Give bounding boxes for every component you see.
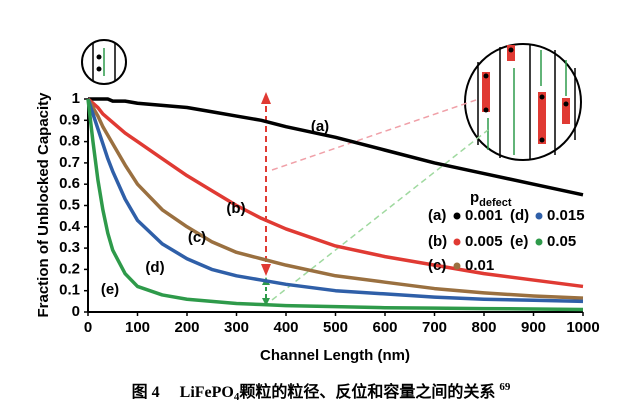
curve-label: (c) — [188, 229, 206, 246]
line-series — [86, 98, 584, 300]
y-tick-label: 0.2 — [59, 260, 80, 277]
y-tick-label: 0.8 — [59, 133, 80, 150]
legend-label: 0.001 — [465, 207, 503, 224]
y-tick-label: 0.1 — [59, 282, 80, 299]
legend-label: 0.015 — [547, 207, 585, 224]
curve-label: (e) — [101, 281, 119, 298]
legend-label: 0.01 — [465, 257, 494, 274]
x-tick-label: 200 — [174, 319, 199, 336]
legend-title: pdefect — [470, 189, 512, 209]
caption-text: LiFePO — [180, 384, 234, 401]
curve-label: (a) — [311, 118, 329, 135]
legend-marker — [453, 212, 461, 220]
y-tick-label: 0.7 — [59, 154, 80, 171]
legend-marker — [535, 238, 543, 246]
y-tick-label: 0.3 — [59, 239, 80, 256]
pointer-line — [271, 99, 477, 171]
x-tick-label: 900 — [521, 319, 546, 336]
caption-sub: 4 — [234, 391, 240, 403]
inset-right — [464, 43, 582, 161]
y-axis-title: Fraction of Unblocked Capacity — [35, 92, 52, 318]
y-tick-label: 0.6 — [59, 175, 80, 192]
arrow-head — [261, 92, 271, 104]
legend-title-sub: defect — [479, 197, 512, 209]
caption: 图 4 LiFePO4颗粒的粒径、反位和容量之间的关系 69 — [132, 381, 511, 403]
x-tick-label: 0 — [84, 319, 92, 336]
legend-marker — [453, 262, 461, 270]
legend-label: 0.005 — [465, 233, 503, 250]
line-series — [86, 98, 584, 312]
line-series — [88, 97, 584, 197]
legend-tag: (e) — [510, 233, 528, 250]
x-tick-label: 500 — [323, 319, 348, 336]
x-tick-label: 1000 — [566, 319, 599, 336]
x-axis-title: Channel Length (nm) — [260, 347, 410, 364]
arrow-head — [262, 298, 270, 306]
y-tick-label: 0.4 — [59, 218, 81, 235]
arrow-head — [261, 264, 271, 276]
legend-title-main: p — [470, 189, 479, 206]
legend-marker — [535, 212, 543, 220]
y-tick-label: 0.9 — [59, 111, 80, 128]
x-tick-label: 600 — [372, 319, 397, 336]
legend-label: 0.05 — [547, 233, 576, 250]
legend-marker — [453, 238, 461, 246]
legend-tag: (a) — [428, 207, 446, 224]
x-tick-label: 800 — [471, 319, 496, 336]
y-tick-label: 1 — [72, 90, 80, 107]
y-tick-label: 0 — [72, 303, 80, 320]
curve-label: (d) — [145, 259, 164, 276]
inset-left — [81, 39, 127, 85]
caption-rest: 颗粒的粒径、反位和容量之间的关系 — [239, 382, 495, 401]
x-tick-label: 700 — [422, 319, 447, 336]
y-tick-label: 0.5 — [59, 196, 80, 213]
curve-label: (b) — [226, 200, 245, 217]
caption-label: 图 4 — [132, 383, 160, 401]
legend-tag: (c) — [428, 257, 446, 274]
legend-tag: (b) — [428, 233, 447, 250]
x-tick-label: 300 — [224, 319, 249, 336]
x-tick-label: 400 — [273, 319, 298, 336]
line-series — [86, 98, 584, 304]
caption-ref: 69 — [499, 381, 511, 393]
line-series — [86, 97, 584, 289]
x-tick-label: 100 — [125, 319, 150, 336]
legend-tag: (d) — [510, 207, 529, 224]
pointer-line — [271, 129, 489, 301]
